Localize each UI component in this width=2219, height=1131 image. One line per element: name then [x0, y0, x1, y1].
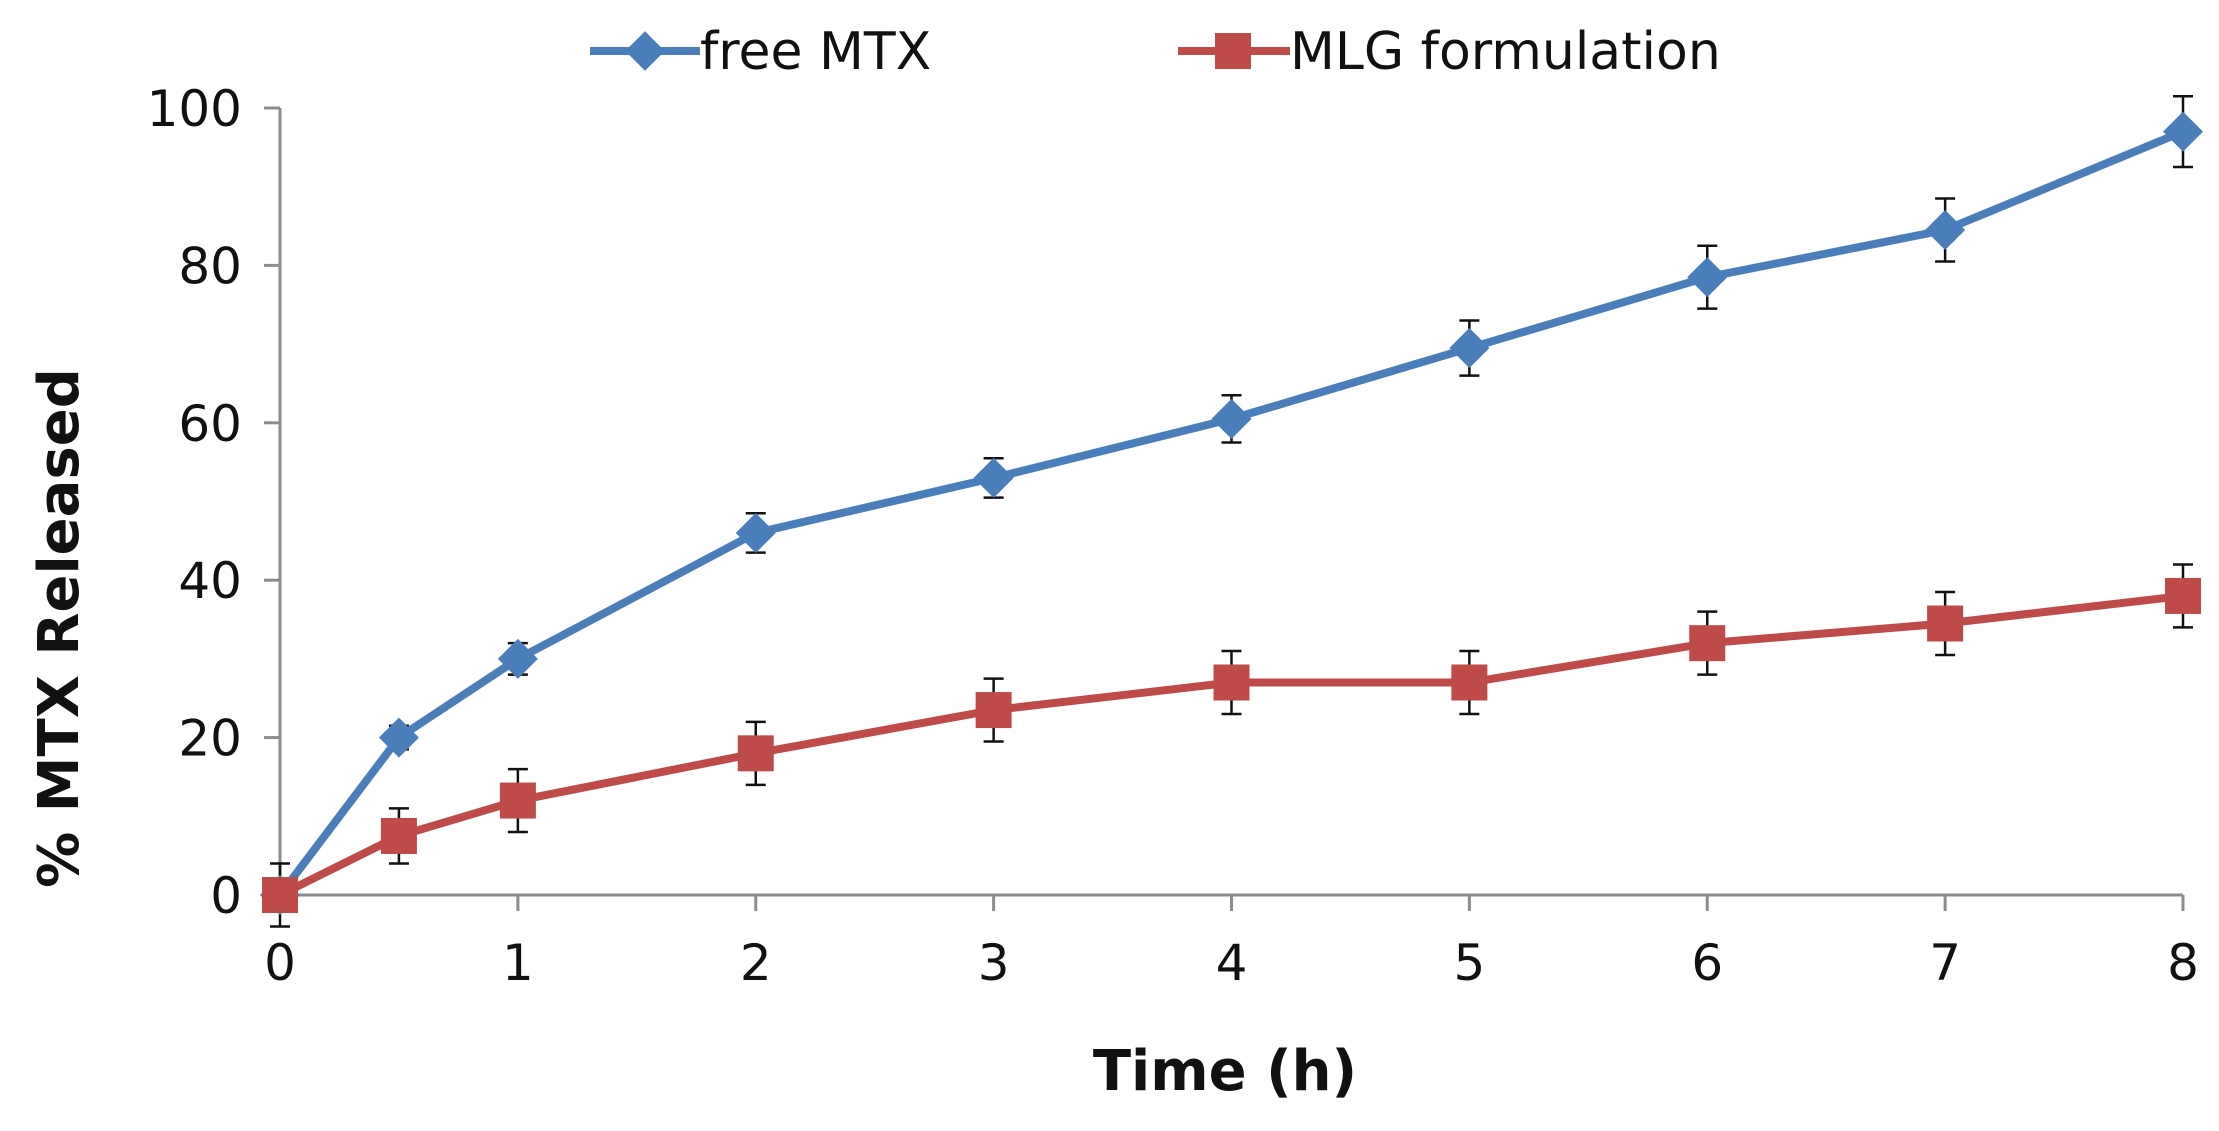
x-tick-label: 3 [978, 934, 1010, 992]
legend: free MTX MLG formulation [590, 22, 1721, 82]
axes [278, 108, 2183, 897]
data-point [1451, 664, 1488, 701]
series-mlg-formulation [262, 563, 2201, 913]
y-tick-label: 60 [178, 395, 242, 453]
y-tick-label: 100 [147, 80, 242, 138]
legend-item-mlg-formulation: MLG formulation [1178, 22, 1721, 82]
data-point [1211, 398, 1252, 439]
y-tick-label: 20 [178, 710, 242, 768]
data-point [380, 817, 417, 854]
legend-label-free-mtx: free MTX [700, 22, 931, 82]
data-point [975, 692, 1012, 729]
legend-marker-free-mtx [625, 31, 665, 71]
y-tick-label: 40 [178, 552, 242, 610]
data-point [973, 457, 1014, 498]
data-point [497, 638, 538, 679]
series-free-mtx [260, 94, 2203, 928]
data-point [2165, 577, 2201, 614]
data-point [1687, 257, 1728, 298]
x-tick-label: 2 [740, 934, 772, 992]
data-point [1449, 328, 1490, 369]
y-tick-label: 0 [210, 867, 242, 925]
x-tick-label: 8 [2167, 934, 2199, 992]
series-line [278, 591, 2184, 899]
data-point [1213, 664, 1250, 701]
x-tick-label: 1 [502, 934, 534, 992]
data-point [262, 877, 298, 913]
data-point [737, 735, 774, 772]
y-axis-title: % MTX Released [27, 368, 92, 888]
legend-item-free-mtx: free MTX [590, 22, 931, 82]
data-point [735, 512, 776, 553]
series-layer [260, 94, 2203, 928]
x-tick-label: 6 [1691, 934, 1723, 992]
x-axis-title: Time (h) [1093, 1039, 1357, 1104]
data-point [499, 782, 536, 819]
x-tick-label: 7 [1929, 934, 1961, 992]
y-tick-label: 80 [178, 237, 242, 295]
legend-label-mlg-formulation: MLG formulation [1290, 22, 1721, 82]
data-point [378, 717, 419, 758]
x-tick-group: 0 1 2 3 4 5 6 7 8 [264, 895, 2199, 992]
series-line [276, 127, 2185, 898]
x-tick-label: 5 [1453, 934, 1485, 992]
x-tick-label: 4 [1216, 934, 1248, 992]
data-point [2163, 111, 2203, 152]
data-point [1925, 209, 1966, 250]
x-tick-label: 0 [264, 934, 296, 992]
y-tick-group: 0 20 40 60 80 100 [147, 80, 280, 925]
legend-marker-mlg [1215, 33, 1251, 69]
data-point [1689, 625, 1726, 662]
data-point [1927, 605, 1964, 642]
